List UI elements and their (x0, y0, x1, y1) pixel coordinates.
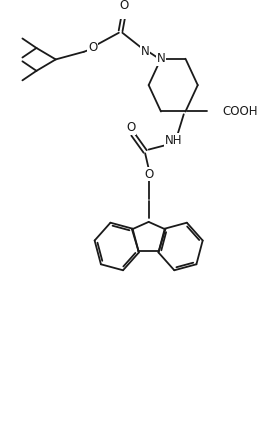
Text: N: N (141, 45, 149, 58)
Text: O: O (88, 41, 97, 54)
Text: NH: NH (165, 133, 182, 146)
Text: O: O (144, 168, 153, 181)
Text: O: O (127, 121, 136, 134)
Text: COOH: COOH (222, 105, 258, 118)
Text: O: O (120, 0, 129, 12)
Text: N: N (157, 52, 165, 65)
